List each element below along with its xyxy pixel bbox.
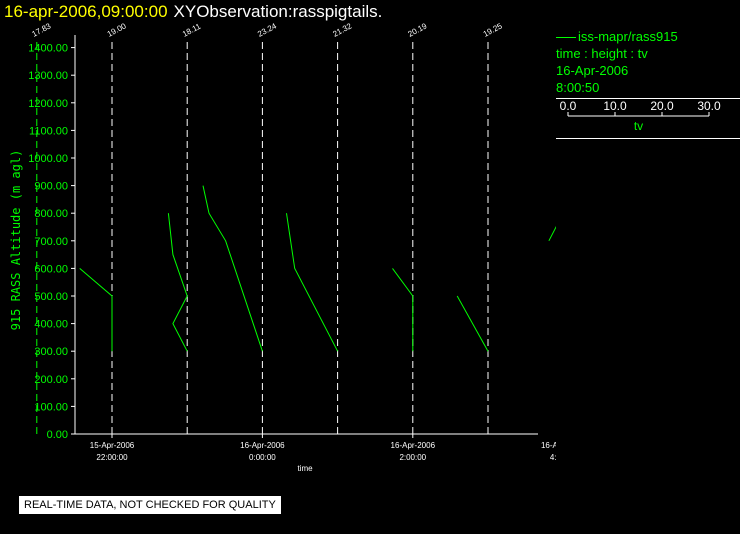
- y-tick-label: 600.00: [34, 263, 68, 275]
- profile-reference-label: 23.24: [256, 21, 278, 39]
- legend-series-name: iss-mapr/rass915: [578, 29, 678, 44]
- legend-scale-label: tv: [634, 119, 643, 133]
- profile-reference-label: 21.32: [331, 21, 353, 39]
- profile-series-line: [79, 268, 113, 352]
- x-tick-date: 16-Apr-2006: [240, 441, 285, 450]
- legend-scale-tick-label: 0.0: [560, 99, 577, 113]
- legend-separator-bottom: [556, 138, 740, 139]
- x-tick-date: 15-Apr-2006: [90, 441, 135, 450]
- y-tick-label: 0.00: [47, 429, 68, 441]
- y-tick-label: 200.00: [34, 374, 68, 386]
- profile-series-line: [167, 213, 188, 352]
- y-tick-label: 1000.00: [28, 153, 68, 165]
- profile-reference-label: 17.83: [31, 21, 53, 39]
- y-tick-label: 1400.00: [28, 43, 68, 55]
- header-datetime: 16-apr-2006,09:00:00: [4, 2, 168, 21]
- chart-area: 0.00 100.00 200.00 300.00 400.00 500.00 600.00…: [9, 21, 556, 473]
- legend-line-sample: [556, 37, 576, 39]
- x-tick-time: 22:00:00: [96, 453, 128, 462]
- x-tick-date: 16-Apr-2006: [541, 441, 556, 450]
- legend-scale-tick-label: 10.0: [603, 99, 627, 113]
- legend-scale: 0.0 10.0 20.0 30.0 tv: [560, 99, 721, 133]
- x-tick-time: 0:00:00: [249, 453, 276, 462]
- y-tick-label: 700.00: [34, 236, 68, 248]
- profile-series-line: [456, 295, 489, 352]
- legend-scale-tick-label: 20.0: [650, 99, 674, 113]
- header-title: XYObservation:rasspigtails.: [173, 2, 383, 21]
- profile-reference-label: 19.25: [482, 21, 504, 39]
- profile-reference-label: 18.11: [181, 21, 203, 38]
- y-axis-label: 915 RASS Altitude (m agl): [9, 150, 23, 331]
- x-axis-label: time: [297, 464, 313, 473]
- y-tick-label: 800.00: [34, 208, 68, 220]
- legend-variables: time : height : tv: [556, 46, 648, 61]
- y-tick-label: 1100.00: [29, 125, 68, 137]
- legend-series-row: iss-mapr/rass915: [556, 28, 740, 45]
- profile-series-line: [286, 213, 339, 352]
- x-tick-time: 4:00:00: [550, 453, 556, 462]
- y-tick-label: 1200.00: [28, 98, 68, 110]
- profile-series-line: [548, 226, 556, 242]
- profile-reference-label: 20.19: [407, 21, 429, 39]
- y-tick-label: 400.00: [34, 319, 68, 331]
- title-bar: 16-apr-2006,09:00:00 XYObservation:rasspi…: [4, 2, 382, 22]
- legend-scale-tick-label: 30.0: [697, 99, 721, 113]
- y-tick-label: 900.00: [34, 181, 68, 193]
- profile-series-line: [202, 185, 263, 352]
- y-tick-label: 100.00: [34, 401, 68, 413]
- legend-date: 16-Apr-2006: [556, 63, 629, 78]
- y-tick-label: 500.00: [34, 291, 68, 303]
- y-tick-label: 300.00: [34, 346, 68, 358]
- legend: iss-mapr/rass915 time : height : tv 16-A…: [556, 28, 740, 139]
- y-tick-label: 1300.00: [28, 70, 68, 82]
- profile-series-line: [392, 268, 414, 352]
- legend-time: 8:00:50: [556, 80, 600, 95]
- legend-separator: [556, 98, 740, 99]
- disclaimer-notice: REAL-TIME DATA, NOT CHECKED FOR QUALITY: [19, 496, 281, 514]
- profile-reference-label: 19.00: [106, 21, 128, 39]
- x-tick-time: 2:00:00: [399, 453, 426, 462]
- x-tick-date: 16-Apr-2006: [391, 441, 436, 450]
